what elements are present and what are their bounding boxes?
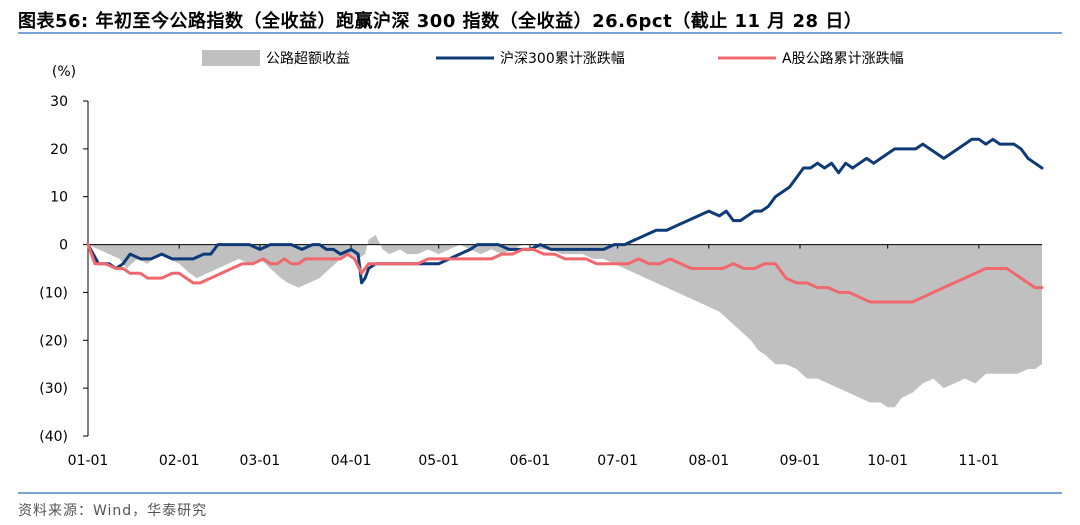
x-tick-label: 08-01 xyxy=(688,453,729,469)
y-tick-label: 30 xyxy=(50,94,68,110)
x-tick-label: 02-01 xyxy=(159,453,200,469)
y-tick-label: 20 xyxy=(50,142,68,158)
x-tick-label: 09-01 xyxy=(780,453,821,469)
x-tick-label: 03-01 xyxy=(240,453,281,469)
y-tick-label: (40) xyxy=(39,429,68,445)
source-note: 资料来源：Wind，华泰研究 xyxy=(18,503,208,519)
chart-title: 图表56: 年初至今公路指数（全收益）跑赢沪深 300 指数（全收益）26.6p… xyxy=(18,11,863,32)
plot-area: 30 20 10 0 (10) (20) (30) (40)01-01 02-01 03-01 04… xyxy=(39,94,1044,469)
x-tick-label: 06-01 xyxy=(510,453,551,469)
y-axis-label: (%) xyxy=(52,64,76,80)
y-tick-label: 0 xyxy=(59,238,68,254)
series-line-csi300 xyxy=(86,137,1044,285)
x-tick-label: 07-01 xyxy=(597,453,638,469)
y-tick-label: (10) xyxy=(39,285,68,301)
legend-label: 沪深300累计涨跌幅 xyxy=(500,51,625,67)
x-tick-label: 05-01 xyxy=(418,453,459,469)
y-tick-label: (30) xyxy=(39,381,68,397)
chart-legend: 公路超额收益 沪深300累计涨跌幅 A股公路累计涨跌幅 xyxy=(202,50,904,67)
x-tick-label: 01-01 xyxy=(68,453,109,469)
series-area-excess-return xyxy=(88,235,1042,408)
chart-canvas: 公路超额收益 沪深300累计涨跌幅 A股公路累计涨跌幅 (%) 30 20 10 0 (10… xyxy=(18,32,1062,494)
x-tick-label: 04-01 xyxy=(331,453,372,469)
legend-label: 公路超额收益 xyxy=(266,51,350,67)
legend-swatch xyxy=(202,50,260,66)
legend-label: A股公路累计涨跌幅 xyxy=(782,51,904,67)
series-line-highway xyxy=(86,243,1044,304)
y-tick-label: 10 xyxy=(50,190,68,206)
x-tick-label: 10-01 xyxy=(867,453,908,469)
x-tick-label: 11-01 xyxy=(959,453,1000,469)
y-tick-label: (20) xyxy=(39,333,68,349)
